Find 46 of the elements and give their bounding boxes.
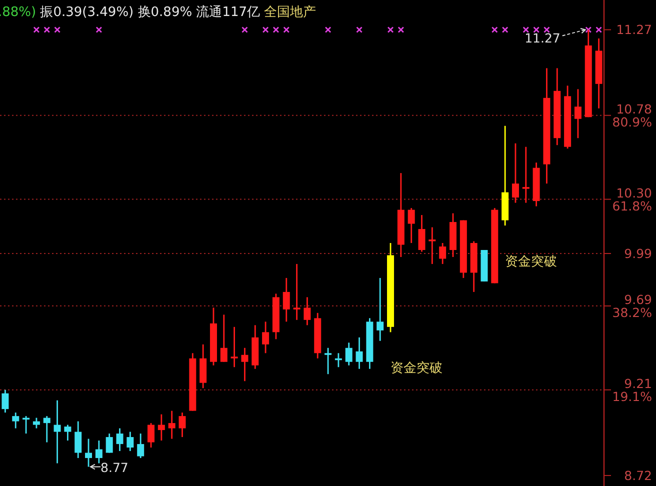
candlestick [418, 214, 426, 252]
annotation: 11.27 [524, 30, 560, 46]
candlestick [230, 326, 238, 368]
candlestick [148, 422, 154, 448]
candlestick [95, 440, 102, 464]
y-tick-label: 11.27 [616, 22, 652, 38]
candlestick [2, 389, 9, 414]
candlestick [262, 320, 270, 354]
candlestick [74, 420, 82, 459]
candlestick [293, 263, 300, 321]
candlestick [178, 412, 186, 438]
candlestick [324, 347, 332, 375]
candlestick [64, 424, 72, 442]
y-tick-label: 9.21 19.1% [612, 376, 652, 404]
candlestick [168, 410, 176, 440]
y-tick-label: 10.30 61.8% [612, 185, 652, 214]
annotation: 资金突破 [505, 254, 558, 270]
candlestick [126, 431, 134, 452]
candlestick [512, 142, 519, 204]
candlestick [439, 242, 446, 265]
candlestick [220, 314, 228, 363]
y-tick-label: 8.72 [624, 468, 652, 484]
candlestick [54, 400, 61, 464]
candlestick [522, 146, 530, 204]
candlestick [43, 415, 50, 443]
candlestick [282, 277, 290, 322]
annotation: 资金突破 [390, 361, 443, 376]
candlestick [137, 432, 144, 459]
candlestick [12, 412, 20, 430]
y-tick-label: 9.99 [624, 246, 652, 261]
candlestick [376, 277, 384, 342]
candlestick [116, 428, 124, 452]
candlestick [304, 296, 311, 326]
candlestick [241, 347, 248, 382]
candlestick [106, 432, 113, 454]
candlestick [32, 417, 40, 430]
candlestick [85, 438, 92, 468]
candlestick [356, 336, 363, 370]
y-tick-label: 9.69 38.2% [612, 292, 652, 320]
y-tick-label: 10.78 80.9% [612, 101, 652, 130]
candlestick [158, 414, 165, 442]
annotation: 8.77 [100, 460, 128, 475]
candlestick [345, 342, 352, 366]
candlestick [428, 226, 436, 265]
candlestick [574, 88, 582, 139]
candlestick [408, 207, 415, 244]
